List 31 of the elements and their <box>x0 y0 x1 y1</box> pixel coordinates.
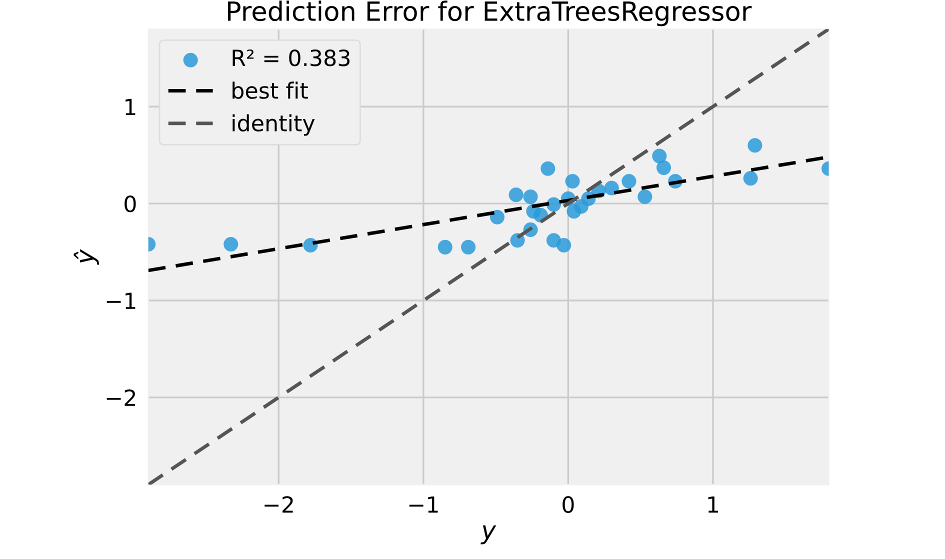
point <box>565 174 580 189</box>
y-tick-label: −2 <box>106 389 136 406</box>
chart-title: Prediction Error for ExtraTreesRegressor <box>228 0 752 26</box>
legend-label: identity <box>232 114 315 136</box>
point <box>556 238 572 253</box>
point <box>748 138 762 153</box>
x-tick-label: −2 <box>264 496 293 513</box>
y-tick-label: 1 <box>126 98 136 116</box>
x-axis-title: y <box>480 525 496 544</box>
point <box>490 210 505 224</box>
point <box>461 240 476 254</box>
point <box>622 174 636 189</box>
x-tick-label: 1 <box>708 496 718 513</box>
y-axis-title: ŷ <box>74 249 99 265</box>
y-tick-label: −1 <box>106 292 136 309</box>
point <box>523 189 538 204</box>
point <box>574 199 588 214</box>
legend-label: best fit <box>232 82 308 99</box>
point <box>224 236 238 252</box>
point <box>508 188 524 202</box>
point <box>656 160 672 175</box>
x-tick-label: 0 <box>562 496 574 513</box>
point <box>638 189 652 204</box>
x-tick-label: −1 <box>409 496 438 513</box>
point <box>652 148 667 164</box>
legend-label: R² = 0.383 <box>232 49 350 66</box>
point <box>604 180 619 196</box>
point <box>438 240 452 254</box>
point <box>540 161 556 176</box>
point <box>743 171 758 186</box>
y-tick-label: 0 <box>124 195 136 212</box>
